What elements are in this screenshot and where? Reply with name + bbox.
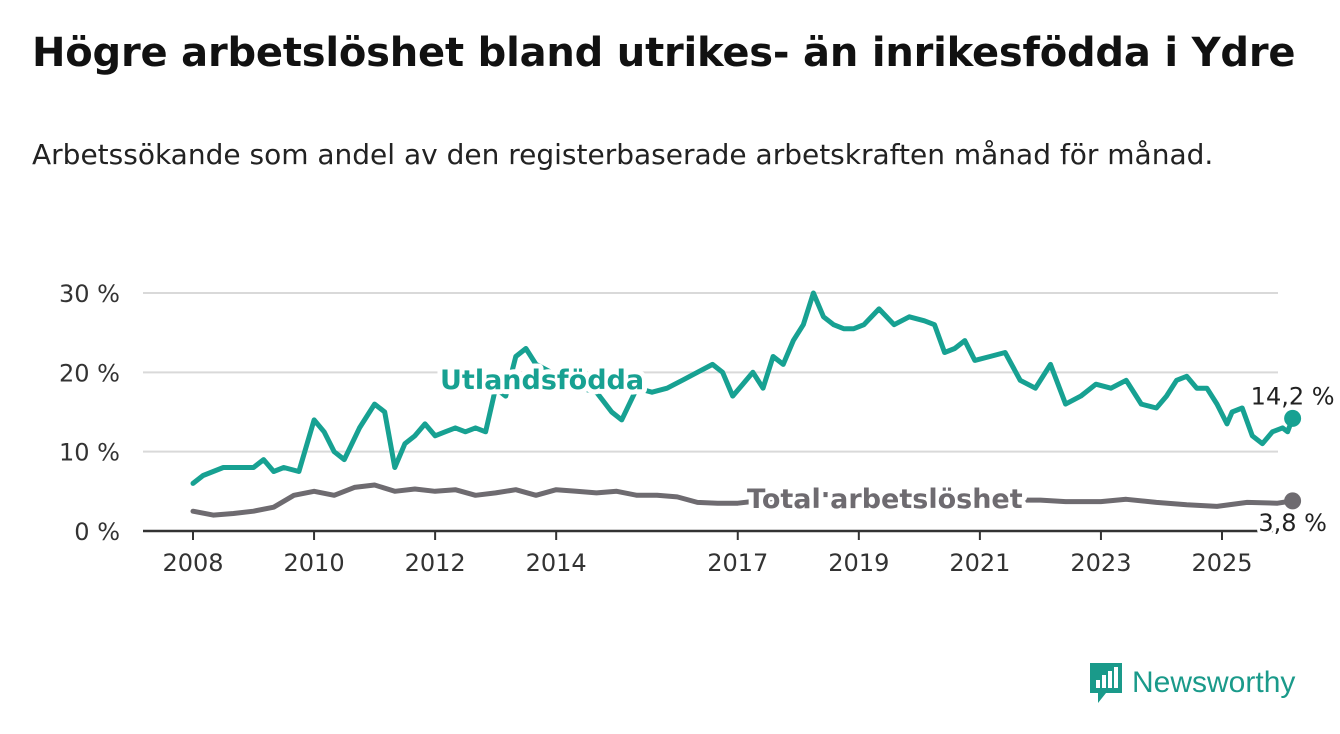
brand-logo: Newsworthy [1088,660,1295,706]
x-tick-label: 2019 [828,549,889,577]
end-marker-utlandsfodda [1284,409,1302,427]
y-tick-label: 10 % [59,439,120,467]
chart-subtitle: Arbetssökande som andel av den registerb… [32,138,1214,171]
end-label-halo-utlandsfodda: 14,2 % [1251,382,1335,410]
series-label-utlandsfodda-halo: Utlandsfödda [440,365,644,396]
series-line-utlandsfodda [190,290,1296,486]
y-tick-label: 20 % [59,359,120,387]
end-label-total: 3,8 % [1258,509,1327,537]
newsworthy-logo-icon [1090,663,1122,703]
x-tick-label: 2008 [162,549,223,577]
y-tick-label: 30 % [59,280,120,308]
series-label-total: Total arbetslöshet [747,484,1023,515]
end-label-halo-total: 3,8 % [1258,509,1327,537]
x-tick-label: 2012 [405,549,466,577]
x-tick-label: 2021 [949,549,1010,577]
series-line-total [190,482,1296,518]
chart-title: Högre arbetslöshet bland utrikes- än inr… [32,30,1296,76]
y-tick-label: 0 % [74,518,120,546]
end-label-utlandsfodda: 14,2 % [1251,382,1335,410]
x-tick-label: 2010 [284,549,345,577]
series-label-utlandsfodda: Utlandsfödda [440,365,644,396]
brand-name: Newsworthy [1132,666,1296,699]
x-tick-label: 2017 [707,549,768,577]
x-tick-label: 2025 [1191,549,1252,577]
series-label-total-halo: Total arbetslöshet [747,484,1023,515]
x-tick-label: 2014 [526,549,587,577]
end-marker-total [1284,492,1302,510]
x-tick-label: 2023 [1070,549,1131,577]
